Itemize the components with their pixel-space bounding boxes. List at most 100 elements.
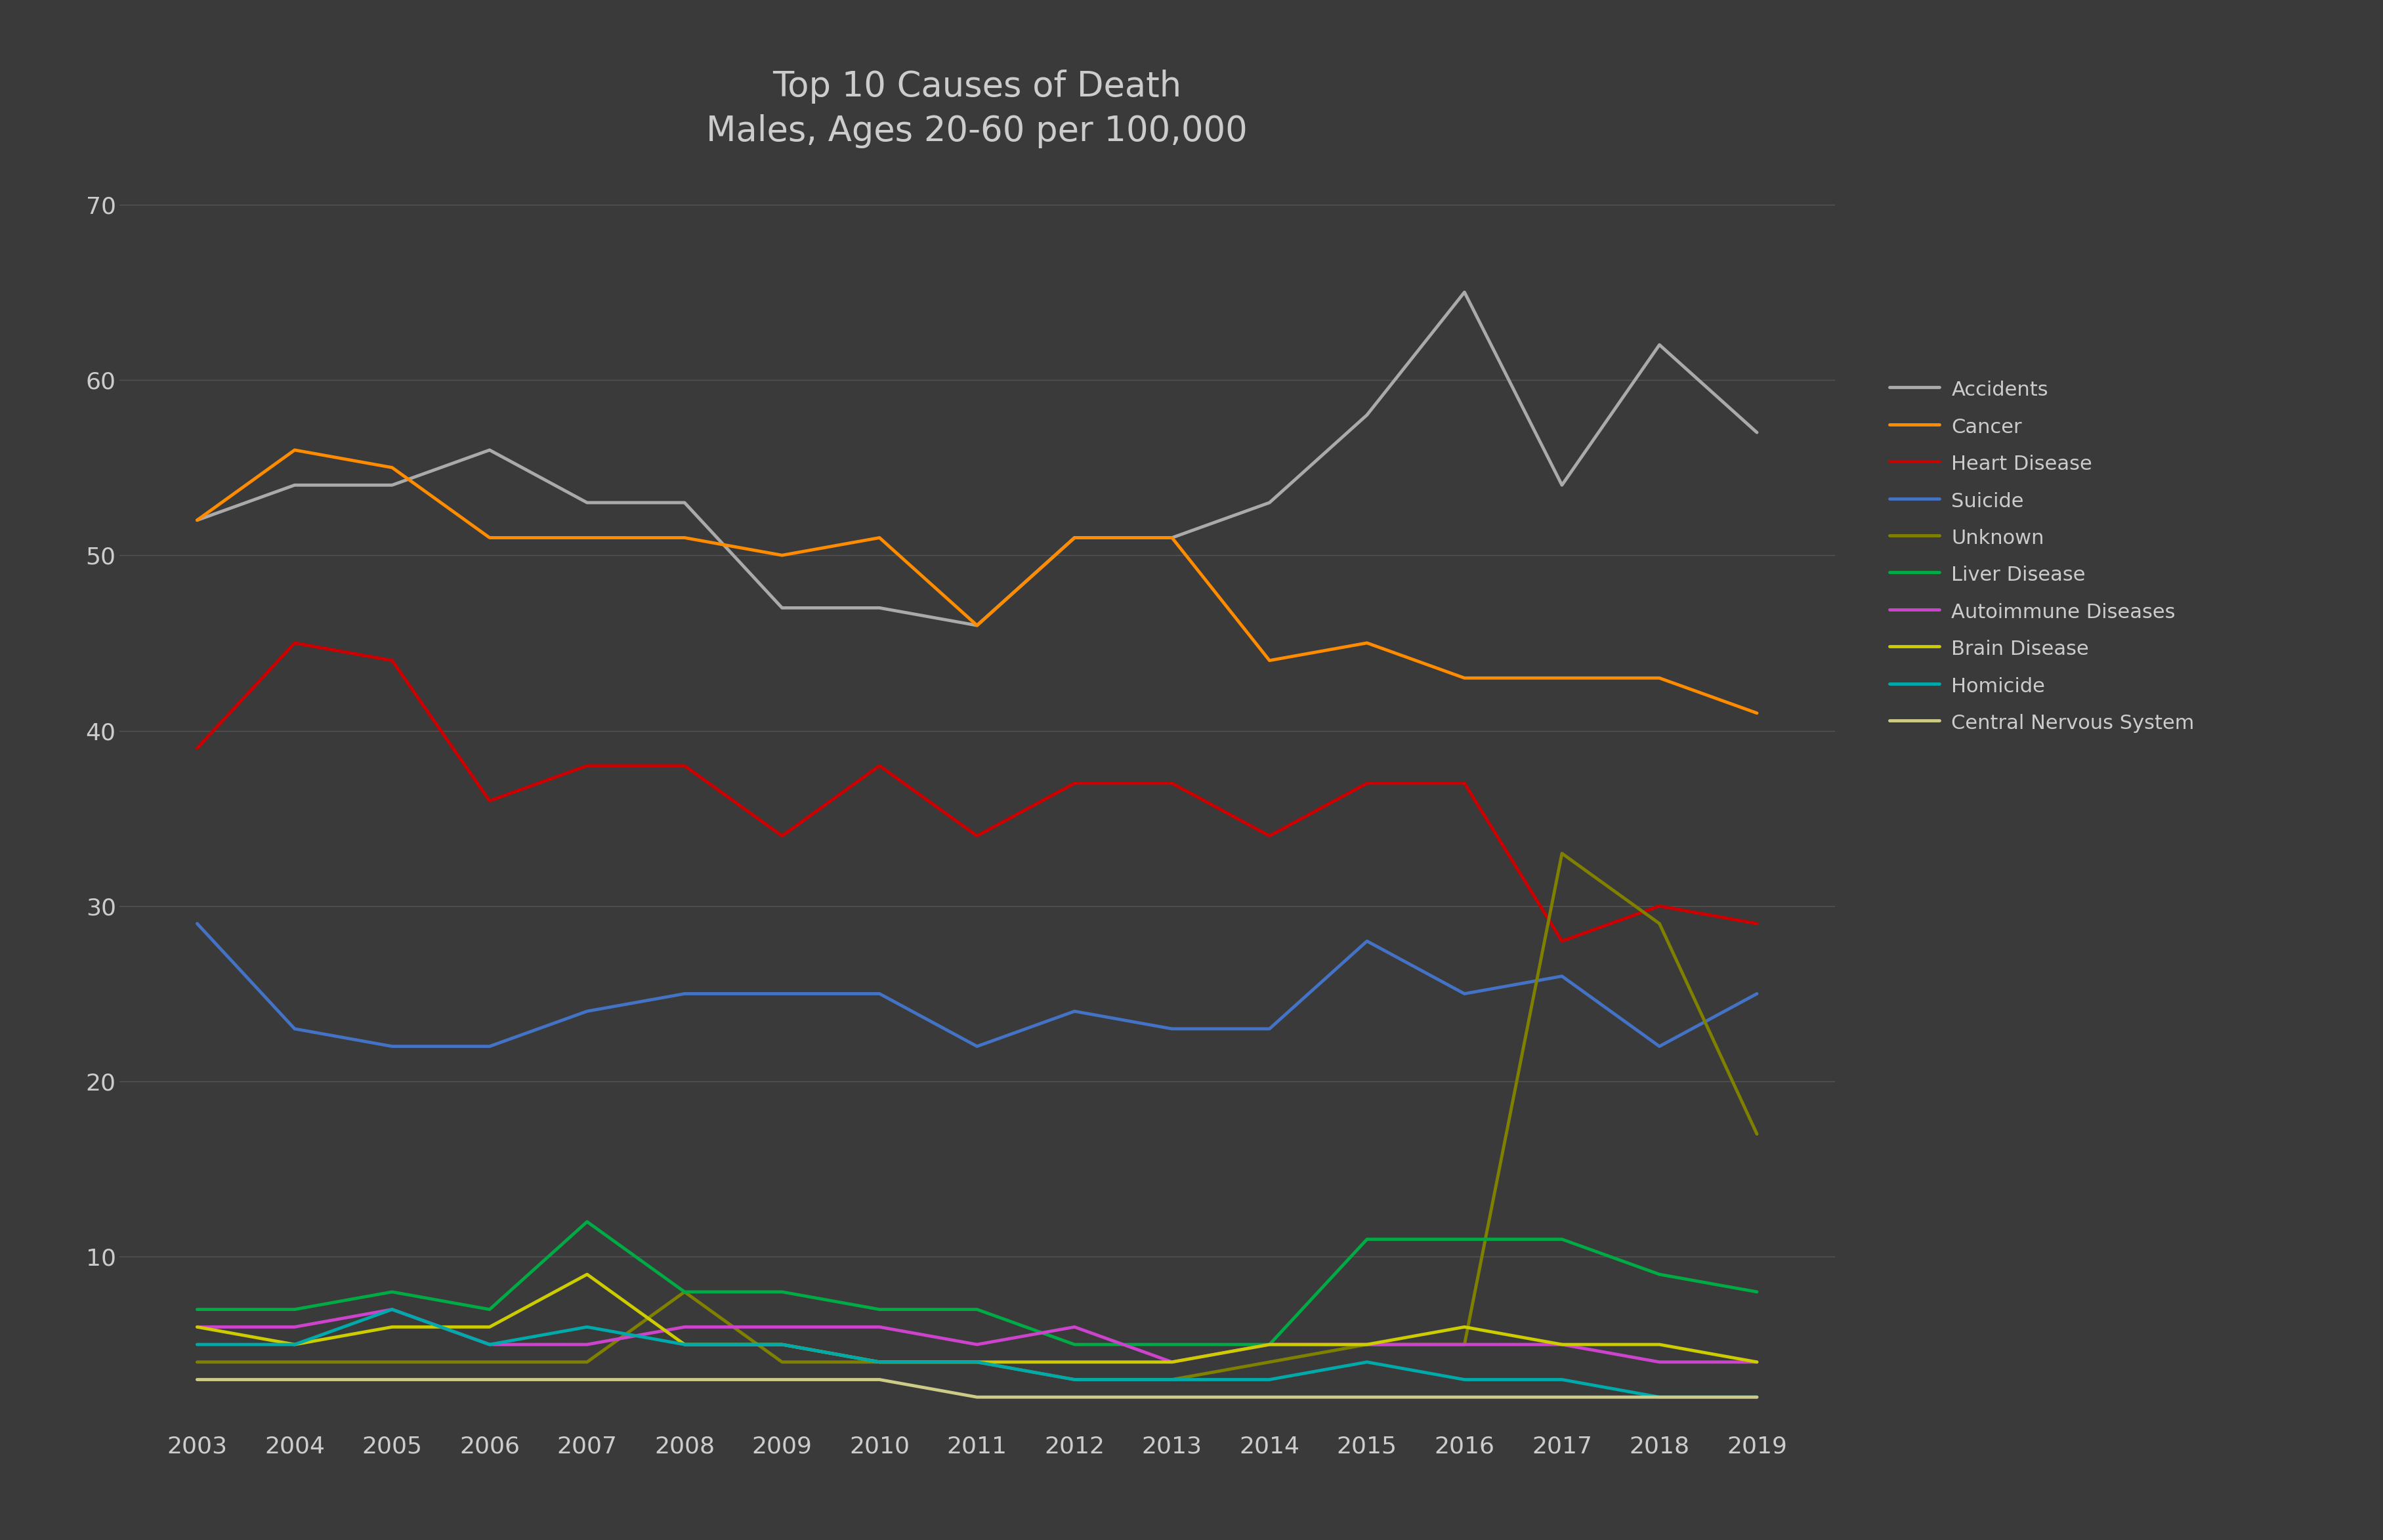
Accidents: [1547, 476, 1575, 494]
Heart Disease: [1354, 775, 1382, 793]
Unknown: [183, 1352, 212, 1371]
Homicide: [963, 1352, 991, 1371]
Homicide: [767, 1335, 796, 1354]
Brain Disease: [1354, 1335, 1382, 1354]
Unknown: [1158, 1371, 1187, 1389]
Heart Disease: [1256, 827, 1284, 845]
Central Nervous System: [865, 1371, 894, 1389]
Suicide: [474, 1036, 503, 1055]
Heart Disease: [670, 756, 698, 775]
Autoimmune Diseases: [379, 1300, 407, 1318]
Brain Disease: [1256, 1335, 1284, 1354]
Heart Disease: [572, 756, 601, 775]
Liver Disease: [1354, 1230, 1382, 1249]
Suicide: [1644, 1036, 1673, 1055]
Brain Disease: [572, 1266, 601, 1284]
Homicide: [379, 1300, 407, 1318]
Line: Unknown: Unknown: [198, 853, 1756, 1380]
Text: Top 10 Causes of Death
Males, Ages 20-60 per 100,000: Top 10 Causes of Death Males, Ages 20-60…: [705, 69, 1249, 148]
Heart Disease: [865, 756, 894, 775]
Autoimmune Diseases: [281, 1318, 310, 1337]
Liver Disease: [1158, 1335, 1187, 1354]
Heart Disease: [1060, 775, 1089, 793]
Cancer: [1158, 528, 1187, 547]
Cancer: [963, 616, 991, 634]
Brain Disease: [183, 1318, 212, 1337]
Brain Disease: [1451, 1318, 1480, 1337]
Liver Disease: [1256, 1335, 1284, 1354]
Homicide: [474, 1335, 503, 1354]
Suicide: [1547, 967, 1575, 986]
Accidents: [183, 511, 212, 530]
Central Nervous System: [1158, 1388, 1187, 1406]
Accidents: [670, 493, 698, 511]
Accidents: [1742, 424, 1771, 442]
Suicide: [963, 1036, 991, 1055]
Liver Disease: [767, 1283, 796, 1301]
Liver Disease: [1644, 1266, 1673, 1284]
Accidents: [865, 599, 894, 618]
Liver Disease: [572, 1212, 601, 1230]
Liver Disease: [1060, 1335, 1089, 1354]
Brain Disease: [1158, 1352, 1187, 1371]
Brain Disease: [1547, 1335, 1575, 1354]
Heart Disease: [1451, 775, 1480, 793]
Central Nervous System: [379, 1371, 407, 1389]
Heart Disease: [379, 651, 407, 670]
Liver Disease: [1451, 1230, 1480, 1249]
Liver Disease: [865, 1300, 894, 1318]
Suicide: [1354, 932, 1382, 950]
Cancer: [1256, 651, 1284, 670]
Homicide: [1256, 1371, 1284, 1389]
Cancer: [865, 528, 894, 547]
Heart Disease: [1742, 915, 1771, 933]
Heart Disease: [474, 792, 503, 810]
Accidents: [1354, 405, 1382, 424]
Cancer: [281, 440, 310, 459]
Central Nervous System: [183, 1371, 212, 1389]
Cancer: [1354, 634, 1382, 653]
Suicide: [670, 984, 698, 1003]
Liver Disease: [670, 1283, 698, 1301]
Brain Disease: [281, 1335, 310, 1354]
Unknown: [474, 1352, 503, 1371]
Central Nervous System: [1060, 1388, 1089, 1406]
Line: Brain Disease: Brain Disease: [198, 1275, 1756, 1361]
Heart Disease: [767, 827, 796, 845]
Line: Liver Disease: Liver Disease: [198, 1221, 1756, 1344]
Homicide: [1060, 1371, 1089, 1389]
Heart Disease: [963, 827, 991, 845]
Central Nervous System: [474, 1371, 503, 1389]
Central Nervous System: [1547, 1388, 1575, 1406]
Autoimmune Diseases: [1256, 1335, 1284, 1354]
Line: Central Nervous System: Central Nervous System: [198, 1380, 1756, 1397]
Homicide: [1451, 1371, 1480, 1389]
Accidents: [963, 616, 991, 634]
Unknown: [963, 1352, 991, 1371]
Autoimmune Diseases: [670, 1318, 698, 1337]
Autoimmune Diseases: [1742, 1352, 1771, 1371]
Legend: Accidents, Cancer, Heart Disease, Suicide, Unknown, Liver Disease, Autoimmune Di: Accidents, Cancer, Heart Disease, Suicid…: [1880, 370, 2204, 742]
Cancer: [1547, 668, 1575, 687]
Unknown: [1742, 1124, 1771, 1143]
Liver Disease: [281, 1300, 310, 1318]
Autoimmune Diseases: [1547, 1335, 1575, 1354]
Liver Disease: [1742, 1283, 1771, 1301]
Cancer: [183, 511, 212, 530]
Central Nervous System: [767, 1371, 796, 1389]
Unknown: [865, 1352, 894, 1371]
Accidents: [1256, 493, 1284, 511]
Central Nervous System: [572, 1371, 601, 1389]
Suicide: [183, 915, 212, 933]
Central Nervous System: [1742, 1388, 1771, 1406]
Cancer: [1060, 528, 1089, 547]
Autoimmune Diseases: [1354, 1335, 1382, 1354]
Heart Disease: [1158, 775, 1187, 793]
Suicide: [767, 984, 796, 1003]
Brain Disease: [1644, 1335, 1673, 1354]
Central Nervous System: [281, 1371, 310, 1389]
Cancer: [379, 459, 407, 477]
Liver Disease: [474, 1300, 503, 1318]
Liver Disease: [1547, 1230, 1575, 1249]
Suicide: [1742, 984, 1771, 1003]
